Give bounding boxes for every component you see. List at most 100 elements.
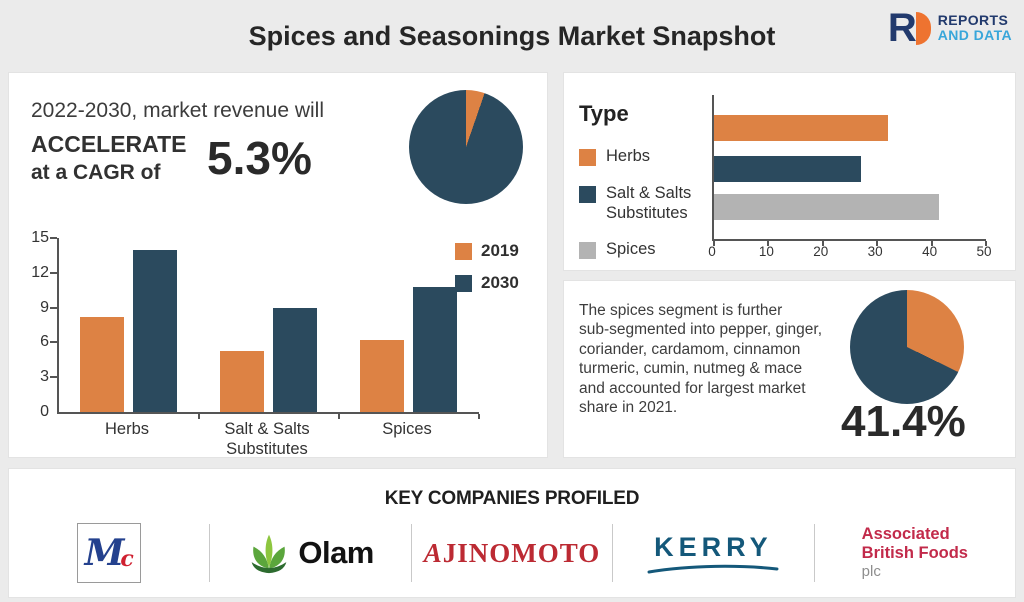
legend-label-spices: Spices — [606, 240, 656, 259]
type-share-panel: Type Herbs Salt & Salts Substitutes Spic… — [563, 72, 1016, 271]
y-axis-tick-mark — [50, 341, 57, 344]
legend-item-spices: Spices — [579, 240, 706, 260]
logo-line-reports: REPORTS — [937, 11, 1009, 28]
y-axis-tick-label: 6 — [40, 333, 49, 351]
legend-item-herbs: Herbs — [579, 147, 706, 167]
y-axis-tick-mark — [50, 376, 57, 379]
bar-group — [80, 249, 177, 412]
ajinomoto-logo: AJINOMOTO — [412, 538, 612, 569]
kerry-swoosh-icon — [647, 564, 779, 574]
text-line: coriander, cardamom, cinnamon — [579, 340, 801, 358]
legend-item: 2030 — [455, 273, 519, 293]
type-chart-title: Type — [579, 101, 629, 126]
x-axis-tick-mark — [930, 241, 933, 246]
y-axis-tick-mark — [50, 271, 57, 274]
bar-2019 — [360, 340, 404, 412]
bar-group — [220, 307, 317, 412]
text-line: share in 2021. — [579, 398, 678, 416]
bar-2030 — [413, 286, 457, 412]
x-axis-tick-label: 10 — [758, 244, 774, 259]
x-axis-tick-mark — [876, 241, 879, 246]
y-axis-tick-mark — [50, 237, 57, 239]
logo-divider — [209, 524, 211, 582]
spices-share-pie-chart — [850, 290, 964, 404]
x-axis-tick-label: 40 — [922, 244, 938, 259]
x-axis-tick-label: 30 — [867, 244, 883, 259]
x-axis-category-label: Salt & Salts Substitutes — [224, 420, 310, 458]
bar-2030 — [273, 307, 317, 412]
x-axis-category-label: Herbs — [104, 420, 149, 438]
bar-2019 — [220, 350, 264, 412]
mccormick-logo: M c — [9, 523, 209, 583]
mccormick-c: c — [120, 546, 134, 572]
y-axis: 0 3 6 9 12 15 — [27, 230, 53, 420]
legend-swatch — [455, 242, 472, 260]
x-axis-category-label: Spices — [382, 420, 432, 438]
spices-share-value: 41.4% — [841, 397, 966, 446]
y-axis-tick-label: 0 — [40, 403, 49, 420]
legend-label-salt-substitutes: Salt & Salts Substitutes — [606, 183, 692, 222]
y-axis-tick-label: 12 — [31, 263, 49, 281]
x-axis-tick-mark — [478, 414, 480, 419]
key-companies-heading: KEY COMPANIES PROFILED — [384, 488, 640, 509]
legend-swatch-spices — [579, 242, 596, 260]
spices-segment-text: The spices segment is further sub-segmen… — [579, 301, 822, 417]
x-axis-tick-label: 20 — [813, 244, 829, 259]
mccormick-m: M — [84, 532, 125, 574]
reports-and-data-logo: R REPORTS AND DATA — [887, 6, 1012, 50]
x-axis-tick-mark — [985, 241, 987, 246]
company-logos-row: M c Olam AJINOMOTO — [9, 517, 1015, 589]
x-axis-tick-label: 0 — [708, 244, 716, 259]
y-axis-tick-label: 15 — [31, 229, 49, 246]
abf-line3: plc — [861, 563, 881, 581]
legend-swatch — [455, 274, 472, 292]
logo-letter-r: R — [887, 6, 917, 50]
abf-line1: Associated — [861, 525, 950, 544]
hbar-herbs — [714, 115, 889, 141]
legend-swatch-herbs — [579, 149, 596, 166]
bar-2019 — [80, 316, 124, 412]
hbar-spices — [714, 194, 940, 220]
logo-line-and-data: AND DATA — [937, 27, 1012, 43]
legend-label: 2030 — [481, 273, 519, 292]
accelerate-text: ACCELERATE — [31, 131, 187, 157]
bar-chart-legend: 2019 2030 — [455, 241, 519, 293]
x-axis-tick-label: 50 — [976, 244, 992, 259]
y-axis-tick-mark — [50, 306, 57, 309]
y-axis-tick-label: 3 — [40, 368, 49, 386]
bar-group — [360, 286, 457, 412]
type-bar-chart-plot-area — [712, 95, 987, 246]
revenue-bar-chart: 0 3 6 9 12 15 Herbs Salt & Salts Substitutes Sp… — [27, 230, 539, 458]
abf-logo: Associated British Foods plc — [815, 525, 1015, 580]
page-title: Spices and Seasonings Market Snapshot — [248, 21, 776, 51]
bar-chart-plot-area — [50, 237, 480, 419]
legend-item: 2019 — [455, 241, 519, 261]
spices-segment-panel: The spices segment is further sub-segmen… — [563, 280, 1016, 458]
hbar-salt-salts-substitutes — [714, 156, 861, 182]
cagr-value: 5.3% — [207, 132, 312, 184]
text-line: turmeric, cumin, nutmeg & mace — [579, 360, 803, 378]
cagr-label-text: at a CAGR of — [31, 161, 161, 184]
logo-divider — [410, 524, 412, 582]
legend-item-salt-substitutes: Salt & Salts Substitutes — [579, 184, 706, 224]
legend-label: 2019 — [481, 241, 519, 260]
bar-2030 — [133, 249, 177, 412]
mccormick-monogram-box: M c — [77, 523, 142, 583]
logo-divider — [813, 524, 815, 582]
text-line: and accounted for largest market — [579, 379, 806, 397]
x-axis-tick-mark — [198, 414, 200, 419]
revenue-intro-text: 2022-2030, market revenue will — [31, 99, 324, 122]
olam-logo: Olam — [210, 532, 410, 574]
olam-wordmark: Olam — [298, 535, 374, 570]
key-companies-panel: KEY COMPANIES PROFILED M c Olam — [8, 468, 1016, 598]
reports-and-data-icon: R — [887, 6, 931, 50]
logo-divider — [612, 524, 614, 582]
olam-leaf-icon — [251, 534, 287, 574]
logo-d-shape — [915, 11, 931, 45]
abf-line2: British Foods — [861, 544, 968, 563]
x-axis-tick-mark — [338, 414, 340, 419]
x-axis-tick-mark — [767, 241, 770, 246]
text-line: sub-segmented into pepper, ginger, — [579, 321, 823, 339]
legend-swatch-salt-substitutes — [579, 185, 596, 203]
